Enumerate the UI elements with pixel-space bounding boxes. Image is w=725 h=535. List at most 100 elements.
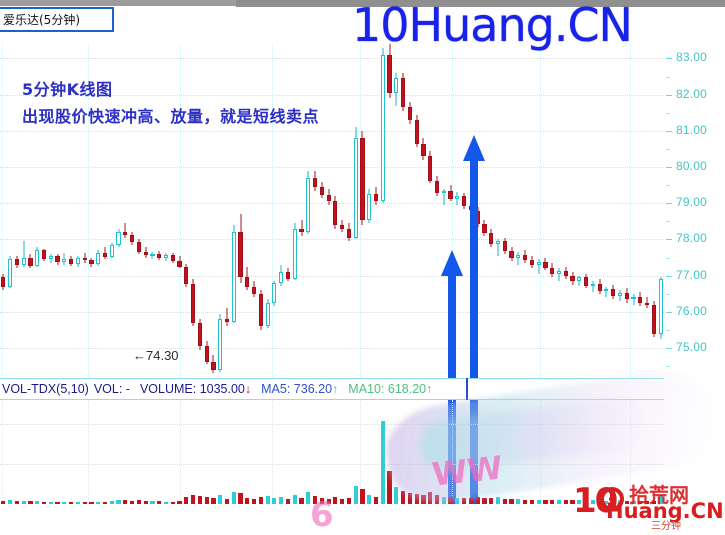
volume-indicator-strip[interactable]: VOL-TDX(5,10) VOL: - VOLUME: 1035.00 ↓ M… bbox=[0, 378, 664, 400]
volume-bar bbox=[495, 496, 501, 504]
candlestick bbox=[489, 44, 494, 377]
volume-axis bbox=[666, 396, 725, 506]
volume-bar bbox=[462, 498, 467, 504]
volume-bar bbox=[116, 499, 121, 504]
volume-gridline bbox=[0, 464, 664, 465]
candlestick bbox=[577, 44, 582, 377]
volume-bar bbox=[8, 499, 13, 504]
candlestick bbox=[360, 44, 365, 377]
price-axis-label: 81.00 bbox=[676, 122, 708, 137]
candlestick bbox=[333, 44, 338, 377]
candlestick bbox=[285, 44, 291, 377]
volume-bar bbox=[658, 494, 663, 504]
candlestick bbox=[48, 44, 53, 377]
price-axis-tick bbox=[666, 130, 672, 132]
time-gridline bbox=[88, 44, 89, 377]
volume-time-gridline bbox=[88, 400, 89, 504]
symbol-title-box[interactable]: 爱乐达(5分钟) bbox=[0, 7, 114, 32]
candlestick bbox=[130, 44, 135, 377]
volume-bar bbox=[306, 491, 311, 504]
symbol-title-label: 爱乐达(5分钟) bbox=[3, 13, 80, 27]
price-axis-minor-tick bbox=[666, 148, 670, 150]
volume-time-gridline bbox=[630, 400, 631, 504]
volume-bar bbox=[468, 498, 473, 504]
price-axis-label: 76.00 bbox=[676, 303, 708, 318]
volume-bar bbox=[414, 493, 419, 504]
candlestick bbox=[367, 44, 372, 377]
candlestick bbox=[414, 44, 419, 377]
candlestick bbox=[69, 44, 74, 377]
price-axis-label: 78.00 bbox=[676, 231, 708, 246]
volume-bar bbox=[184, 497, 189, 504]
volume-bar bbox=[346, 498, 352, 504]
candlestick bbox=[638, 44, 643, 377]
volume-bar bbox=[394, 487, 399, 504]
volume-bar bbox=[177, 500, 182, 504]
volume-bar bbox=[333, 496, 338, 504]
volume-bar bbox=[611, 500, 616, 504]
volume-bar bbox=[401, 491, 406, 504]
volume-bar bbox=[421, 495, 426, 504]
volume-bar bbox=[197, 496, 202, 504]
volume-bar bbox=[570, 499, 575, 504]
candlestick bbox=[109, 44, 114, 377]
candlestick bbox=[245, 44, 250, 377]
volume-bar bbox=[312, 496, 318, 504]
volume-bar bbox=[1, 500, 6, 504]
volume-bar bbox=[387, 471, 392, 504]
candlestick bbox=[353, 44, 358, 377]
candlestick bbox=[644, 44, 650, 377]
candlestick bbox=[89, 44, 94, 377]
volume-bar bbox=[529, 499, 534, 504]
candlestick bbox=[35, 44, 40, 377]
volume-chart-panel[interactable] bbox=[0, 400, 664, 504]
candlestick bbox=[434, 44, 440, 377]
volume-time-gridline bbox=[180, 400, 181, 504]
volume-bar bbox=[428, 492, 433, 504]
volume-bar bbox=[441, 496, 446, 504]
price-axis-label: 77.00 bbox=[676, 267, 708, 282]
candlestick bbox=[475, 44, 480, 377]
candlestick bbox=[218, 44, 223, 377]
candlestick bbox=[312, 44, 318, 377]
candlestick bbox=[441, 44, 446, 377]
volume-bar bbox=[597, 500, 602, 504]
candlestick bbox=[251, 44, 257, 377]
watermark-top-text: 10Huang.CN bbox=[352, 0, 633, 52]
volume-bar bbox=[143, 500, 148, 504]
price-gridline bbox=[0, 239, 664, 241]
candlestick bbox=[570, 44, 575, 377]
candlestick bbox=[41, 44, 47, 377]
top-toolbar-strip-right bbox=[236, 0, 725, 7]
indicator-ma10-label: MA10: 618.20 bbox=[348, 382, 427, 396]
candlestick bbox=[462, 44, 467, 377]
price-axis-minor-tick bbox=[666, 221, 670, 223]
time-gridline bbox=[452, 44, 453, 377]
volume-bar bbox=[35, 501, 40, 504]
price-axis: 83.00 82.00 81.00 80.00 79.00 78.00 77.00 76.00… bbox=[666, 40, 725, 385]
candlestick bbox=[340, 44, 345, 377]
candlestick bbox=[21, 44, 26, 377]
volume-bar bbox=[644, 501, 650, 504]
volume-bar bbox=[380, 421, 385, 504]
candlestick bbox=[583, 44, 589, 377]
candlestick bbox=[590, 44, 595, 377]
volume-bar bbox=[238, 493, 243, 504]
candlestick bbox=[611, 44, 616, 377]
volume-gridline bbox=[0, 424, 664, 425]
volume-bar bbox=[170, 501, 175, 504]
candlestick bbox=[523, 44, 528, 377]
price-chart-panel[interactable] bbox=[0, 44, 664, 377]
candlestick bbox=[448, 44, 453, 377]
candlestick bbox=[116, 44, 121, 377]
volume-bar bbox=[150, 501, 155, 504]
volume-bar bbox=[536, 499, 541, 504]
volume-bar bbox=[102, 501, 108, 504]
price-axis-minor-tick bbox=[666, 366, 670, 368]
volume-bar bbox=[434, 494, 440, 504]
candlestick bbox=[550, 44, 555, 377]
volume-bar bbox=[638, 501, 643, 504]
price-axis-minor-tick bbox=[666, 76, 670, 78]
volume-bar bbox=[55, 501, 60, 504]
